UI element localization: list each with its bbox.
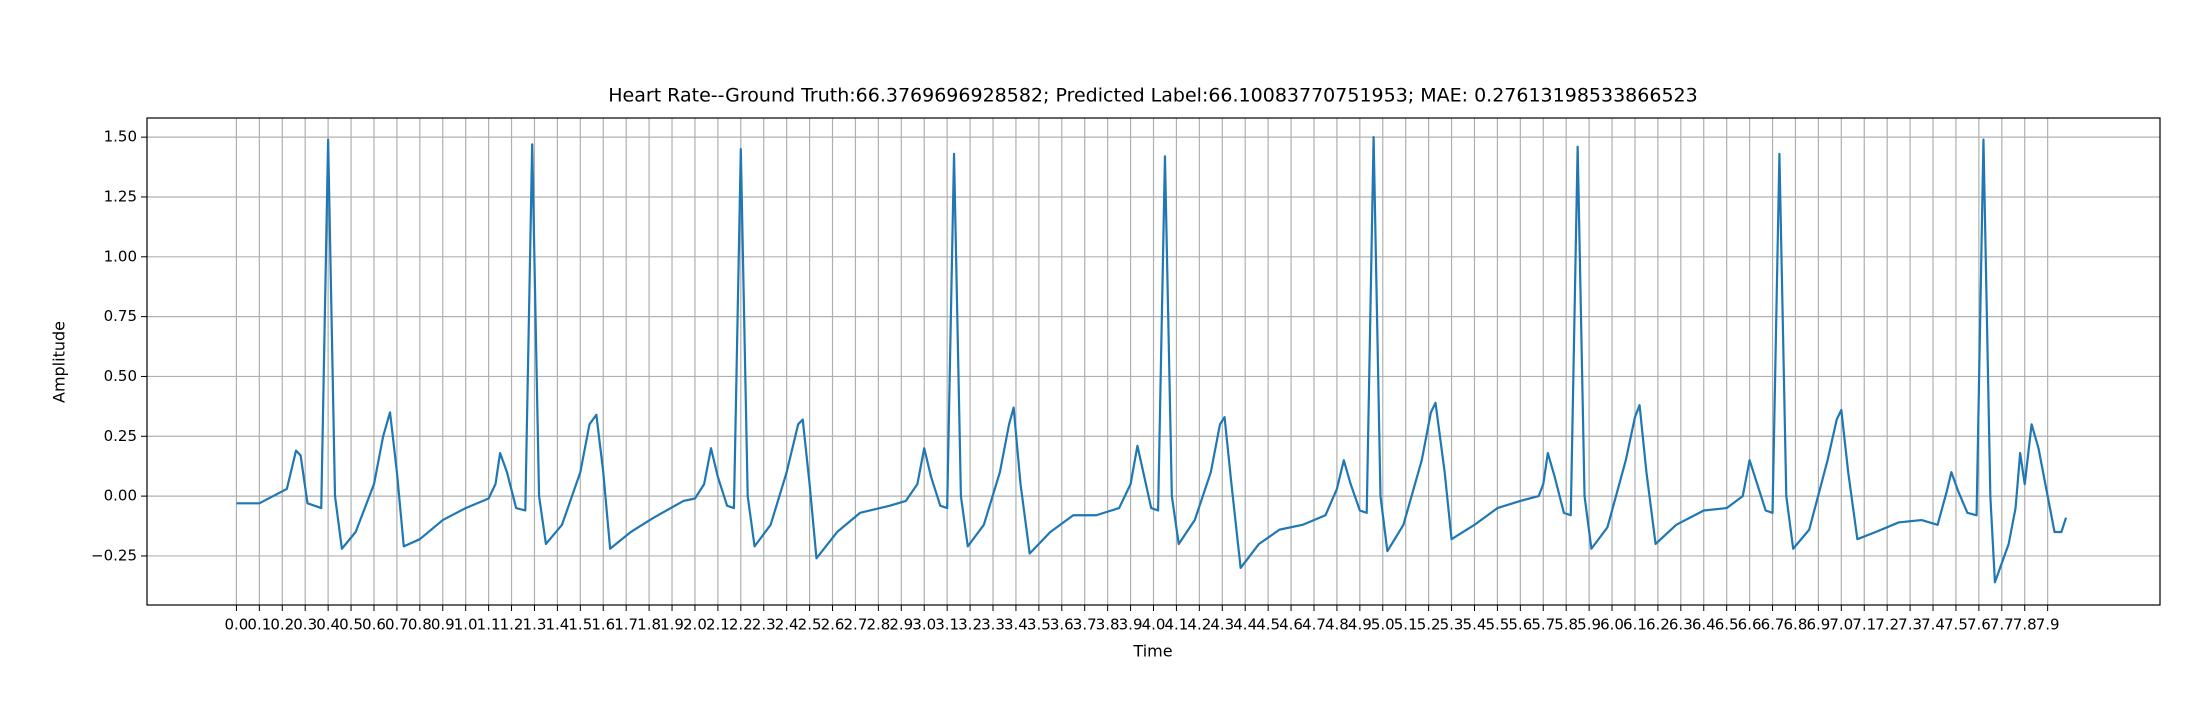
- x-tick-label: 2.9: [889, 616, 913, 634]
- x-tick-label: 7.5: [1944, 616, 1968, 634]
- x-tick-label: 5.9: [1577, 616, 1601, 634]
- x-tick-label: 1.7: [614, 616, 638, 634]
- x-tick-label: 1.5: [568, 616, 592, 634]
- x-tick-label: 3.2: [958, 616, 982, 634]
- x-tick-label: 1.0: [454, 616, 478, 634]
- x-tick-label: 3.0: [912, 616, 936, 634]
- x-tick-label: 4.9: [1348, 616, 1372, 634]
- y-tick-label: 1.50: [104, 128, 137, 146]
- x-tick-label: 7.0: [1829, 616, 1853, 634]
- x-tick-label: 7.4: [1921, 616, 1945, 634]
- x-tick-label: 4.4: [1233, 616, 1257, 634]
- y-tick-label: 1.00: [104, 247, 137, 265]
- y-tick-label: 0.00: [104, 487, 137, 505]
- y-tick-label: 0.50: [104, 367, 137, 385]
- x-tick-label: 3.1: [935, 616, 959, 634]
- x-tick-label: 2.5: [798, 616, 822, 634]
- x-tick-label: 2.7: [844, 616, 868, 634]
- x-tick-label: 3.9: [1119, 616, 1143, 634]
- x-tick-label: 6.5: [1715, 616, 1739, 634]
- x-tick-label: 7.7: [1990, 616, 2014, 634]
- x-tick-label: 2.6: [821, 616, 845, 634]
- x-tick-label: 1.1: [477, 616, 501, 634]
- x-tick-label: 6.4: [1692, 616, 1716, 634]
- x-tick-label: 0.8: [408, 616, 432, 634]
- x-tick-label: 6.1: [1623, 616, 1647, 634]
- x-tick-label: 0.3: [293, 616, 317, 634]
- x-tick-label: 0.5: [339, 616, 363, 634]
- x-tick-label: 5.1: [1394, 616, 1418, 634]
- x-tick-label: 0.9: [431, 616, 455, 634]
- x-tick-label: 1.4: [545, 616, 569, 634]
- y-tick-label: 1.25: [104, 187, 137, 205]
- x-tick-label: 5.0: [1371, 616, 1395, 634]
- x-tick-label: 3.4: [1004, 616, 1028, 634]
- x-tick-label: 3.6: [1050, 616, 1074, 634]
- x-axis-label: Time: [1132, 642, 1172, 661]
- x-tick-label: 4.5: [1256, 616, 1280, 634]
- x-tick-label: 4.0: [1142, 616, 1166, 634]
- x-tick-label: 0.7: [385, 616, 409, 634]
- x-tick-label: 2.1: [706, 616, 730, 634]
- signal-line: [236, 136, 2068, 584]
- x-tick-label: 2.2: [729, 616, 753, 634]
- x-tick-label: 1.8: [637, 616, 661, 634]
- x-tick-label: 2.4: [775, 616, 799, 634]
- x-tick-label: 3.7: [1073, 616, 1097, 634]
- y-axis-label: Amplitude: [50, 321, 69, 403]
- x-tick-label: 6.3: [1669, 616, 1693, 634]
- x-tick-label: 1.3: [523, 616, 547, 634]
- chart-title: Heart Rate--Ground Truth:66.376969692858…: [608, 85, 1697, 107]
- x-tick-label: 2.8: [866, 616, 890, 634]
- y-tick-label: 0.25: [104, 427, 137, 445]
- x-tick-label: 0.6: [362, 616, 386, 634]
- x-tick-label: 5.6: [1508, 616, 1532, 634]
- x-tick-label: 6.7: [1761, 616, 1785, 634]
- x-tick-label: 2.3: [752, 616, 776, 634]
- x-tick-label: 7.9: [2036, 616, 2060, 634]
- x-tick-label: 1.9: [660, 616, 684, 634]
- x-tick-label: 4.3: [1210, 616, 1234, 634]
- x-tick-label: 4.1: [1164, 616, 1188, 634]
- x-tick-label: 3.3: [981, 616, 1005, 634]
- x-tick-label: 7.8: [2013, 616, 2037, 634]
- x-tick-label: 0.2: [270, 616, 294, 634]
- x-tick-label: 5.3: [1440, 616, 1464, 634]
- x-tick-label: 0.4: [316, 616, 340, 634]
- x-tick-label: 5.4: [1463, 616, 1487, 634]
- x-tick-label: 2.0: [683, 616, 707, 634]
- x-tick-label: 5.2: [1417, 616, 1441, 634]
- x-tick-label: 6.6: [1738, 616, 1762, 634]
- x-tick-label: 7.3: [1898, 616, 1922, 634]
- x-tick-label: 7.1: [1852, 616, 1876, 634]
- x-tick-label: 5.8: [1554, 616, 1578, 634]
- x-tick-label: 6.0: [1600, 616, 1624, 634]
- x-tick-label: 6.8: [1784, 616, 1808, 634]
- x-tick-label: 1.6: [591, 616, 615, 634]
- x-tick-label: 4.2: [1187, 616, 1211, 634]
- x-tick-label: 4.6: [1279, 616, 1303, 634]
- x-tick-label: 0.1: [247, 616, 271, 634]
- x-tick-label: 3.8: [1096, 616, 1120, 634]
- x-tick-label: 0.0: [224, 616, 248, 634]
- x-tick-label: 7.6: [1967, 616, 1991, 634]
- y-tick-label: 0.75: [104, 307, 137, 325]
- x-tick-label: 1.2: [500, 616, 524, 634]
- x-tick-label: 7.2: [1875, 616, 1899, 634]
- x-tick-label: 6.9: [1806, 616, 1830, 634]
- plot-frame: [146, 117, 2161, 606]
- y-tick-label: −0.25: [91, 546, 137, 564]
- x-tick-label: 6.2: [1646, 616, 1670, 634]
- x-tick-label: 4.8: [1325, 616, 1349, 634]
- x-tick-label: 5.7: [1531, 616, 1555, 634]
- x-tick-label: 4.7: [1302, 616, 1326, 634]
- x-tick-label: 5.5: [1485, 616, 1509, 634]
- x-tick-label: 3.5: [1027, 616, 1051, 634]
